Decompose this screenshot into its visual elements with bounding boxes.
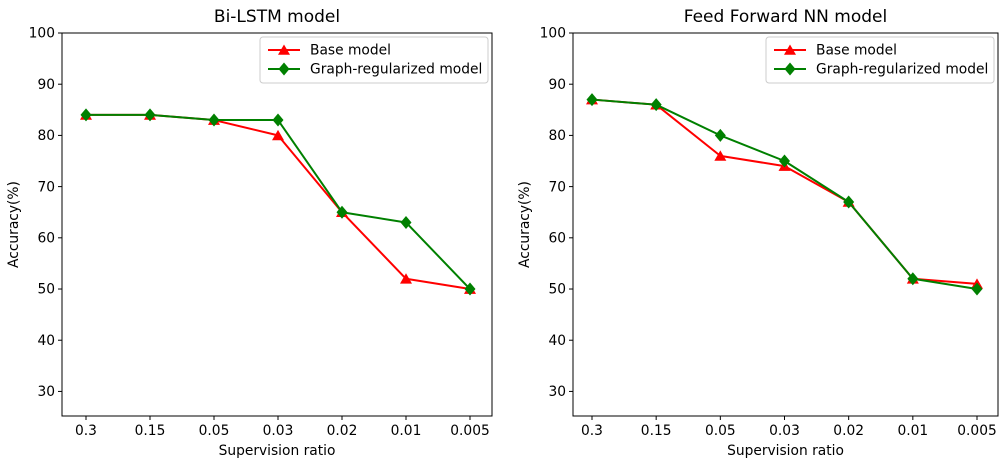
- series-graph-regularized-model: [80, 108, 476, 296]
- y-tick-label: 90: [548, 77, 566, 93]
- plot-border: [61, 32, 493, 417]
- legend-marker-triangle-up-icon: [278, 44, 290, 55]
- y-tick-label: 60: [548, 231, 566, 247]
- legend-entry-label: Graph-regularized model: [310, 62, 482, 78]
- data-point-marker: [714, 128, 726, 142]
- data-point-marker: [336, 205, 348, 219]
- legend-entry-graph-regularized-model: Graph-regularized model: [268, 62, 482, 78]
- chart-title: Bi-LSTM model: [214, 7, 340, 27]
- y-tick-label: 70: [548, 179, 566, 195]
- data-point-marker: [272, 129, 284, 141]
- data-point-marker: [779, 154, 790, 168]
- legend-entry-label: Base model: [816, 43, 897, 59]
- x-tick-label: 0.005: [450, 423, 490, 439]
- y-tick-label: 90: [37, 77, 55, 93]
- y-tick-label: 50: [548, 282, 566, 298]
- legend-entry-base-model: Base model: [268, 43, 391, 59]
- data-point-marker: [650, 98, 662, 112]
- x-tick-label: 0.05: [199, 423, 230, 439]
- legend-entry-label: Graph-regularized model: [816, 62, 988, 78]
- x-tick-label: 0.01: [391, 423, 422, 439]
- legend-entry-graph-regularized-model: Graph-regularized model: [774, 62, 988, 78]
- x-tick-label: 0.15: [135, 423, 166, 439]
- x-tick-label: 0.05: [705, 423, 736, 439]
- series-line-graph-regularized-model: [591, 98, 978, 291]
- y-tick-label: 40: [37, 333, 55, 349]
- legend-marker-triangle-up-icon: [784, 44, 796, 55]
- plot-border: [572, 32, 999, 417]
- x-axis-label: Supervision ratio: [219, 443, 336, 459]
- data-point-marker: [714, 150, 727, 161]
- series-line-base-model: [591, 98, 978, 285]
- y-tick-label: 80: [37, 128, 55, 144]
- chart-title: Feed Forward NN model: [684, 7, 888, 27]
- x-tick-label: 0.02: [833, 423, 864, 439]
- chart-panel-bi-lstm-model: 30 40 50 60 70 80 90 100 0.3 0.15 0.05 0.03 0.02 0.01…: [6, 7, 493, 459]
- y-tick-label: 30: [37, 384, 55, 400]
- y-tick-label: 50: [37, 282, 55, 298]
- x-tick-label: 0.005: [957, 423, 997, 439]
- series-base-model: [80, 109, 476, 294]
- series-line-graph-regularized-model: [86, 113, 471, 290]
- legend-marker-diamond-icon: [784, 62, 796, 76]
- x-tick-label: 0.3: [581, 423, 603, 439]
- legend: Base model Graph-regularized model: [259, 36, 489, 84]
- data-point-marker: [208, 113, 220, 127]
- data-point-marker: [400, 273, 412, 284]
- legend-box: [765, 36, 995, 84]
- x-tick-label: 0.03: [263, 423, 294, 439]
- x-tick-label: 0.02: [327, 423, 358, 439]
- x-tick-label: 0.01: [897, 423, 928, 439]
- y-tick-label: 60: [37, 231, 55, 247]
- legend-marker-diamond-icon: [278, 62, 290, 76]
- data-point-marker: [843, 195, 855, 209]
- series-line-base-model: [86, 113, 471, 291]
- y-axis-label: Accuracy(%): [517, 181, 533, 268]
- y-axis-label: Accuracy(%): [6, 181, 22, 268]
- data-point-marker: [400, 215, 412, 229]
- x-tick-label: 0.03: [769, 423, 800, 439]
- legend: Base model Graph-regularized model: [765, 36, 995, 84]
- legend-entry-base-model: Base model: [774, 43, 897, 59]
- legend-box: [259, 36, 489, 84]
- series-graph-regularized-model: [586, 93, 983, 296]
- x-tick-label: 0.3: [75, 423, 97, 439]
- y-tick-label: 30: [548, 384, 566, 400]
- y-tick-label: 100: [540, 26, 566, 42]
- data-point-marker: [586, 93, 598, 107]
- data-point-marker: [80, 108, 92, 122]
- data-point-marker: [144, 108, 156, 122]
- data-point-marker: [272, 113, 284, 127]
- y-tick-label: 40: [548, 333, 566, 349]
- series-base-model: [586, 94, 983, 289]
- y-tick-label: 70: [37, 179, 55, 195]
- chart-panel-feed-forward-nn-model: 30 40 50 60 70 80 90 100 0.3 0.15 0.05 0.03 0.02 0.01…: [517, 7, 999, 459]
- data-point-marker: [907, 272, 919, 286]
- y-tick-label: 80: [548, 128, 566, 144]
- x-axis-label: Supervision ratio: [727, 443, 844, 459]
- legend-entry-label: Base model: [310, 43, 391, 59]
- data-point-marker: [971, 282, 983, 296]
- x-tick-label: 0.15: [641, 423, 672, 439]
- y-tick-label: 100: [29, 26, 55, 42]
- data-point-marker: [464, 282, 476, 296]
